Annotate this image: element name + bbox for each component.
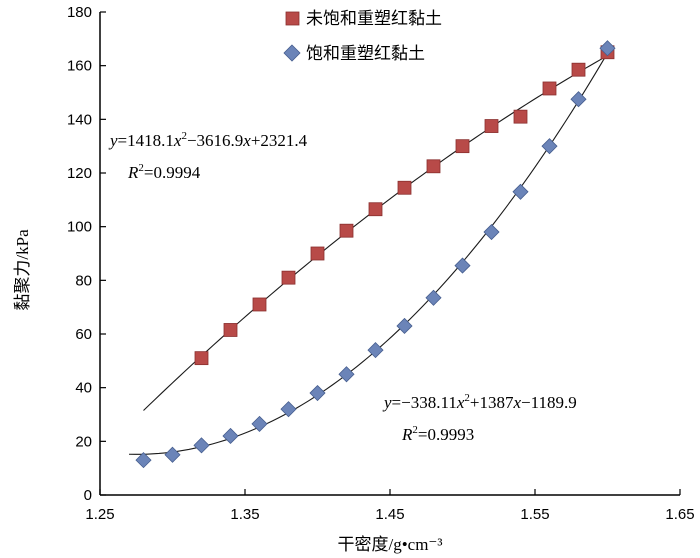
data-point-unsaturated: [542, 81, 557, 96]
data-points: [135, 40, 616, 469]
x-tick-label: 1.65: [665, 506, 694, 523]
r2-2-val: =0.9993: [418, 425, 474, 444]
data-point-saturated: [164, 446, 181, 463]
data-point-unsaturated: [281, 270, 296, 285]
y-tick-label: 80: [75, 272, 92, 289]
tick-group: 1.25 1.35 1.45 1.55 1.65 0 20 40 60 80 100 120 140 16…: [67, 4, 695, 523]
legend-marker-saturated: [283, 44, 301, 62]
eq1-coef-c: +2321.4: [251, 131, 308, 150]
data-point-unsaturated: [571, 62, 586, 77]
y-tick-label: 180: [67, 4, 92, 21]
r2-2-r: R: [401, 425, 413, 444]
r2-1-r: R: [127, 163, 139, 182]
y-tick-label: 100: [67, 219, 92, 236]
legend-marker-unsaturated: [285, 11, 300, 26]
svg-text:R2=0.9993: R2=0.9993: [401, 424, 474, 444]
legend-label-saturated: 饱和重塑红黏土: [306, 44, 425, 63]
data-point-unsaturated: [310, 246, 325, 261]
data-point-saturated: [599, 40, 616, 57]
data-point-saturated: [483, 223, 500, 241]
y-tick-label: 120: [67, 165, 92, 182]
data-point-saturated: [338, 366, 355, 383]
data-point-unsaturated: [252, 297, 267, 312]
x-tick-label: 1.45: [375, 506, 404, 523]
legend: 未饱和重塑红黏土 饱和重塑红黏土: [283, 9, 442, 63]
equation-saturated: y=−338.11x2+1387x−1189.9 R2=0.9993: [382, 392, 577, 444]
eq1-y: y: [108, 131, 118, 150]
data-point-saturated: [396, 317, 413, 335]
data-point-unsaturated: [455, 139, 470, 154]
eq1-x: x: [173, 131, 182, 150]
svg-text:R2=0.9994: R2=0.9994: [127, 162, 201, 182]
eq2-x2: x: [512, 393, 521, 412]
eq1-coef-a: =1418.1: [118, 131, 174, 150]
eq2-coef-c: −1189.9: [521, 393, 577, 412]
data-point-unsaturated: [484, 119, 499, 133]
eq1-x2: x: [242, 131, 251, 150]
eq2-x: x: [456, 393, 465, 412]
data-point-saturated: [541, 138, 558, 155]
data-point-unsaturated: [339, 223, 354, 238]
data-point-saturated: [251, 415, 268, 432]
data-point-unsaturated: [426, 159, 441, 174]
data-point-saturated: [367, 342, 384, 359]
y-tick-label: 0: [84, 487, 92, 504]
data-point-saturated: [425, 289, 442, 306]
y-axis-title: 黏聚力/kPa: [13, 229, 32, 311]
eq1-coef-b: −3616.9: [187, 131, 243, 150]
y-tick-label: 60: [75, 326, 92, 343]
eq2-sup: 2: [464, 392, 470, 404]
x-tick-label: 1.25: [85, 506, 114, 523]
data-point-unsaturated: [513, 109, 528, 124]
data-point-saturated: [570, 91, 587, 108]
r2-2-sup: 2: [412, 424, 418, 436]
r2-1-val: =0.9994: [144, 163, 201, 182]
svg-text:y=−338.11x2+1387x−1189.9: y=−338.11x2+1387x−1189.9: [382, 392, 577, 412]
data-point-saturated: [512, 183, 529, 200]
svg-text:y=1418.1x2−3616.9x+2321.4: y=1418.1x2−3616.9x+2321.4: [108, 130, 308, 150]
data-point-unsaturated: [223, 323, 238, 337]
eq1-sup: 2: [181, 130, 187, 142]
data-point-saturated: [309, 384, 326, 402]
data-point-saturated: [222, 427, 239, 445]
x-tick-label: 1.35: [230, 506, 259, 523]
legend-label-unsaturated: 未饱和重塑红黏土: [306, 9, 442, 28]
x-tick-label: 1.55: [520, 506, 549, 523]
y-tick-label: 140: [67, 111, 92, 128]
data-point-unsaturated: [194, 351, 209, 366]
y-tick-label: 20: [75, 433, 92, 450]
equation-unsaturated: y=1418.1x2−3616.9x+2321.4 R2=0.9994: [108, 130, 308, 182]
data-point-unsaturated: [368, 202, 383, 217]
y-tick-label: 40: [75, 380, 92, 397]
y-tick-label: 160: [67, 58, 92, 75]
data-point-saturated: [454, 257, 471, 274]
data-point-saturated: [135, 452, 152, 469]
data-point-unsaturated: [397, 180, 412, 195]
x-axis-title: 干密度/g•cm⁻³: [337, 535, 442, 554]
data-point-saturated: [280, 401, 297, 418]
eq2-y: y: [382, 393, 392, 412]
eq2-coef-a: =−338.11: [392, 393, 457, 412]
eq2-coef-b: +1387: [470, 393, 514, 412]
data-point-saturated: [193, 437, 210, 454]
r2-1-sup: 2: [138, 162, 144, 174]
